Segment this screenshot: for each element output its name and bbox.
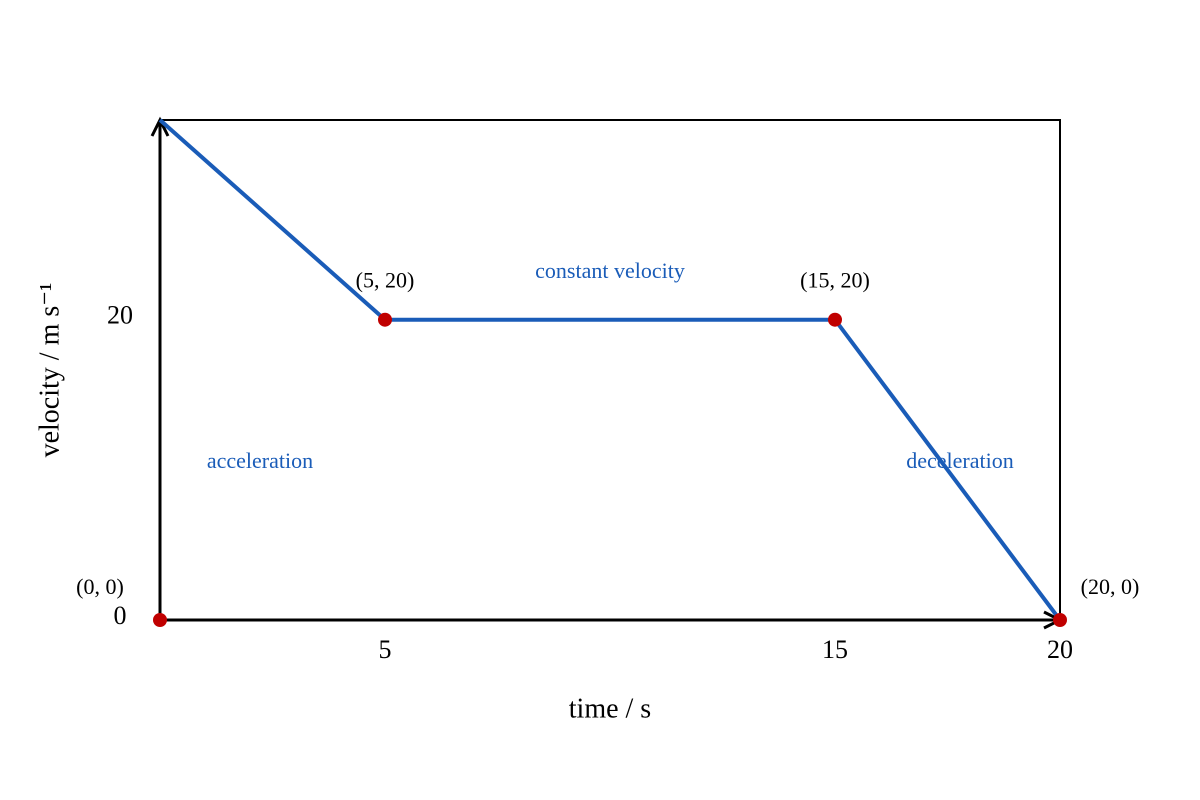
y-axis-label: velocity / m s⁻¹: [34, 283, 65, 458]
velocity-line: [158, 118, 1062, 622]
y-tick-label: 20: [107, 301, 133, 330]
x-tick-label: 20: [1047, 635, 1073, 664]
y-tick-label: 0: [114, 601, 127, 630]
x-axis-label: time / s: [569, 693, 651, 724]
x-tick-label: 5: [379, 635, 392, 664]
data-point: [1053, 613, 1067, 627]
point-label: (15, 20): [800, 268, 870, 293]
annotation: constant velocity: [535, 258, 685, 283]
point-label: (0, 0): [76, 574, 124, 599]
point-label: (5, 20): [356, 268, 415, 293]
data-point: [378, 312, 392, 327]
annotation: deceleration: [906, 448, 1014, 473]
data-point: [828, 312, 842, 327]
annotation: acceleration: [207, 448, 313, 473]
data-point: [153, 613, 167, 627]
plot-frame: [159, 119, 1061, 621]
x-tick-label: 15: [822, 635, 848, 664]
point-label: (20, 0): [1081, 574, 1140, 599]
